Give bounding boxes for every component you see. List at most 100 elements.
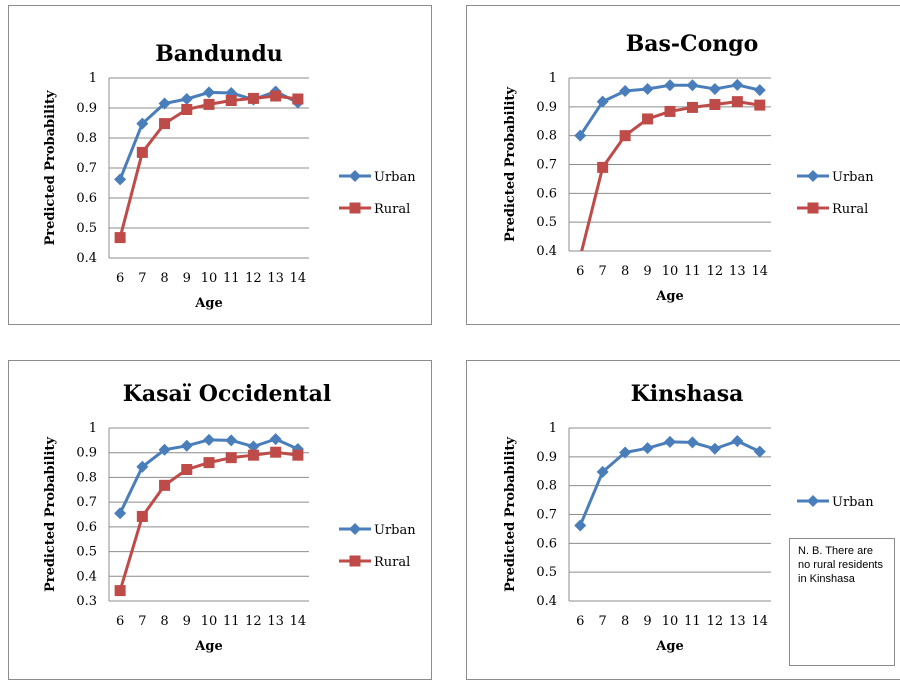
legend-swatch-marker — [349, 555, 361, 567]
data-point-rural — [270, 446, 282, 458]
chart-kasai-occidental: Kasaï Occidental 0.3 0.4 0.5 0.6 0.7 0.8 0.9 1 6 7… — [43, 381, 416, 654]
kinshasa-note: N. B. There are no rural residents in Ki… — [789, 538, 895, 666]
chart-bas-congo: Bas-Congo 0.4 0.5 0.6 0.7 0.8 0.9 1 6 7 8 9 10 11 12 13… — [503, 31, 874, 304]
y-tick-label: 0.9 — [76, 101, 97, 116]
legend-swatch-marker — [349, 523, 361, 535]
y-axis-label: Predicted Probability — [43, 437, 58, 592]
plot-area — [574, 78, 766, 251]
x-tick-label: 9 — [643, 614, 651, 629]
chart-title: Kinshasa — [631, 381, 744, 407]
data-point-rural — [247, 92, 259, 104]
data-point-urban — [136, 117, 149, 130]
x-tick-label: 11 — [223, 614, 240, 629]
y-tick-label: 0.8 — [536, 479, 557, 494]
x-tick-label: 14 — [752, 614, 769, 629]
x-tick-label: 13 — [729, 264, 746, 279]
data-point-urban — [731, 434, 744, 447]
y-tick-label: 0.4 — [536, 244, 557, 259]
x-tick-label: 8 — [160, 614, 168, 629]
y-tick-label: 0.8 — [536, 129, 557, 144]
x-axis-label: Age — [655, 639, 683, 654]
data-point-urban — [708, 82, 721, 95]
x-tick-label: 12 — [245, 271, 262, 286]
y-tick-label: 0.8 — [76, 131, 97, 146]
data-point-urban — [686, 79, 699, 92]
data-point-urban — [114, 507, 127, 520]
data-point-rural — [181, 104, 193, 115]
data-point-urban — [203, 86, 215, 99]
data-point-urban — [641, 442, 654, 455]
x-axis-label: Age — [194, 639, 222, 654]
legend-label-urban: Urban — [374, 523, 416, 538]
y-tick-label: 0.4 — [536, 594, 557, 609]
data-point-rural — [709, 99, 721, 111]
data-point-rural — [754, 99, 766, 111]
data-point-rural — [686, 101, 698, 113]
chart-panel-kinshasa: Kinshasa 0.4 0.5 0.6 0.7 0.8 0.9 1 6 7 8 9 10 11 12 13 1… — [466, 360, 900, 680]
data-point-rural — [597, 161, 609, 173]
x-tick-label: 10 — [662, 614, 679, 629]
data-point-urban — [180, 439, 193, 452]
data-point-rural — [619, 130, 631, 142]
y-tick-label: 0.6 — [76, 520, 97, 535]
data-point-urban — [225, 434, 238, 447]
y-tick-label: 0.4 — [76, 569, 97, 584]
data-point-rural — [203, 98, 215, 110]
chart-title: Bas-Congo — [626, 31, 759, 57]
chart-kinshasa: Kinshasa 0.4 0.5 0.6 0.7 0.8 0.9 1 6 7 8 9 10 11 12 13 1… — [503, 381, 874, 654]
y-tick-label: 0.7 — [536, 158, 557, 173]
x-tick-label: 8 — [621, 614, 629, 629]
data-point-rural — [136, 510, 148, 522]
x-tick-label: 14 — [752, 264, 769, 279]
data-point-urban — [731, 78, 744, 91]
x-tick-label: 6 — [576, 264, 584, 279]
x-tick-label: 13 — [267, 614, 284, 629]
data-point-urban — [664, 79, 676, 92]
chart-title: Bandundu — [155, 41, 283, 67]
legend-swatch-marker — [807, 495, 819, 507]
data-point-rural — [181, 464, 193, 476]
y-axis-label: Predicted Probability — [503, 87, 518, 242]
x-tick-label: 13 — [729, 614, 746, 629]
plot-area — [114, 433, 304, 597]
data-point-urban — [619, 84, 632, 97]
x-tick-label: 10 — [201, 271, 218, 286]
x-tick-label: 7 — [599, 264, 607, 279]
plot-area — [114, 85, 304, 244]
data-point-rural — [159, 118, 171, 130]
data-point-urban — [574, 129, 587, 142]
chart-title: Kasaï Occidental — [123, 381, 332, 407]
data-point-urban — [641, 82, 654, 95]
y-tick-label: 0.6 — [76, 191, 97, 206]
x-tick-label: 7 — [138, 614, 146, 629]
y-tick-label: 0.7 — [76, 161, 97, 176]
data-point-urban — [203, 433, 215, 446]
x-tick-label: 9 — [183, 271, 191, 286]
plot-area — [574, 434, 766, 532]
data-point-rural — [225, 452, 237, 464]
y-tick-label: 0.6 — [536, 536, 557, 551]
chart-panel-bas-congo: Bas-Congo 0.4 0.5 0.6 0.7 0.8 0.9 1 6 7 8 9 10 11 12 13… — [466, 5, 900, 325]
data-point-rural — [292, 93, 304, 105]
x-tick-label: 12 — [245, 614, 262, 629]
y-tick-label: 0.7 — [76, 495, 97, 510]
x-tick-label: 13 — [267, 271, 284, 286]
data-point-rural — [159, 479, 171, 491]
data-point-urban — [619, 446, 632, 459]
data-point-urban — [269, 433, 282, 446]
y-tick-label: 1 — [549, 71, 557, 86]
data-point-rural — [203, 457, 215, 469]
series-line-rural — [118, 94, 299, 238]
data-point-rural — [270, 90, 282, 102]
y-tick-label: 0.3 — [76, 594, 97, 609]
data-point-rural — [247, 449, 259, 461]
x-tick-label: 6 — [576, 614, 584, 629]
x-tick-label: 6 — [116, 271, 124, 286]
data-point-urban — [158, 443, 171, 456]
legend-label-urban: Urban — [832, 495, 874, 510]
y-axis-label: Predicted Probability — [43, 90, 58, 245]
data-point-rural — [292, 449, 304, 461]
data-point-rural — [664, 105, 676, 117]
data-point-urban — [574, 519, 587, 532]
y-tick-label: 1 — [89, 71, 97, 86]
